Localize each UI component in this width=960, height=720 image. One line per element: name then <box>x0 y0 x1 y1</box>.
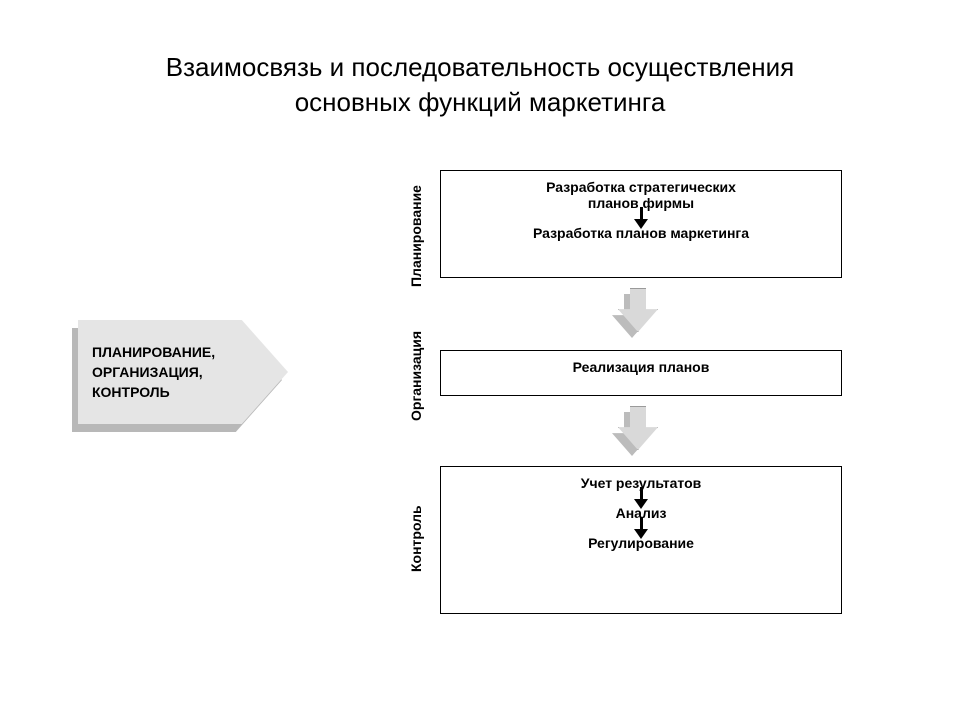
title-line2: основных функций маркетинга <box>295 87 666 117</box>
vlabel-control: Контроль <box>408 470 424 608</box>
callout-pentagon: ПЛАНИРОВАНИЕ, ОРГАНИЗАЦИЯ, КОНТРОЛЬ <box>78 320 288 424</box>
big-arrow-icon <box>612 288 658 336</box>
callout-line2: ОРГАНИЗАЦИЯ, <box>92 362 215 382</box>
box-planning: Разработка стратегических планов фирмы Р… <box>440 170 842 278</box>
title-line1: Взаимосвязь и последовательность осущест… <box>166 52 794 82</box>
box-control: Учет результатов Анализ Регулирование <box>440 466 842 614</box>
page-title: Взаимосвязь и последовательность осущест… <box>0 50 960 120</box>
vlabel-planning: Планирование <box>408 172 424 300</box>
callout-line1: ПЛАНИРОВАНИЕ, <box>92 342 215 362</box>
big-arrow-icon <box>612 406 658 454</box>
vlabel-organization: Организация <box>408 312 424 440</box>
box1-item1: Разработка стратегических <box>451 179 831 195</box>
box2-item1: Реализация планов <box>451 359 831 375</box>
callout-line3: КОНТРОЛЬ <box>92 382 215 402</box>
box-organization: Реализация планов <box>440 350 842 396</box>
